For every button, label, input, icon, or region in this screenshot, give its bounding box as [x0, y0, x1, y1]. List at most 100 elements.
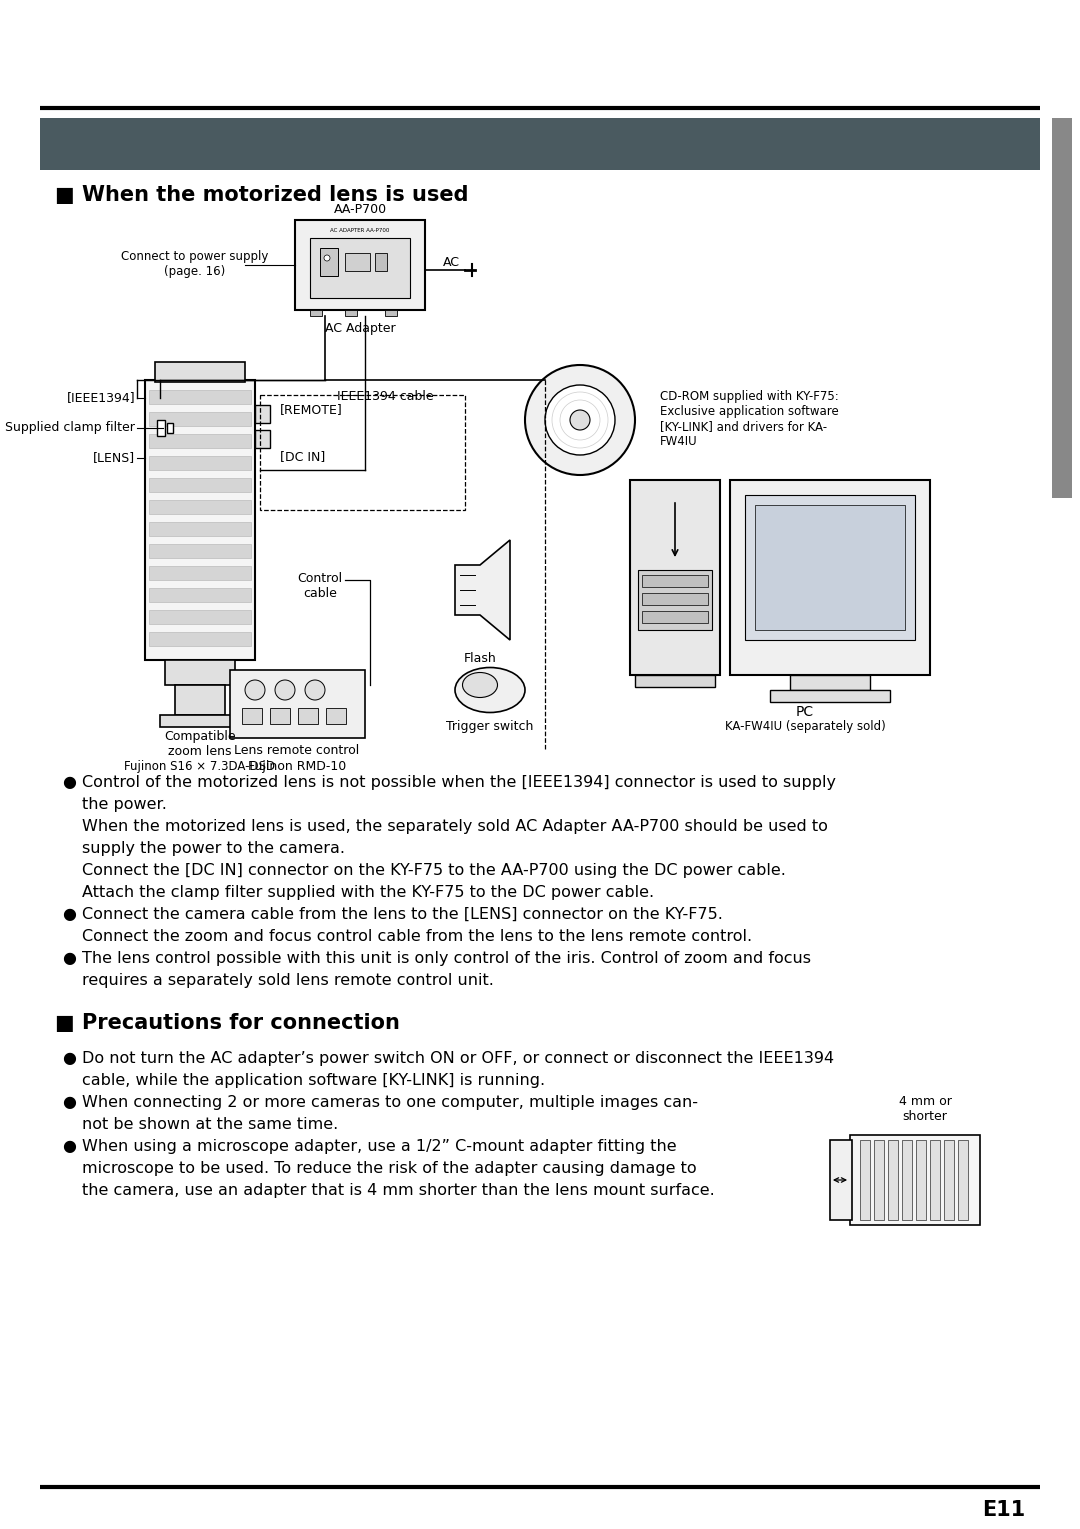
Bar [638, 570, 712, 630]
Bar [156, 362, 245, 382]
Bar [730, 480, 930, 674]
Bar [375, 252, 387, 271]
Bar [160, 716, 240, 726]
Text: Fujinon RMD-10: Fujinon RMD-10 [248, 760, 346, 774]
Bar [916, 1141, 926, 1220]
Text: supply the power to the camera.: supply the power to the camera. [82, 841, 345, 856]
Text: Compatible
zoom lens: Compatible zoom lens [164, 729, 235, 758]
Text: the camera, use an adapter that is 4 mm shorter than the lens mount surface.: the camera, use an adapter that is 4 mm … [82, 1183, 715, 1199]
Bar [635, 674, 715, 687]
Text: AC ADAPTER AA-P700: AC ADAPTER AA-P700 [330, 228, 390, 232]
Bar [1052, 118, 1072, 498]
Text: Do not turn the AC adapter’s power switch ON or OFF, or connect or disconnect th: Do not turn the AC adapter’s power switc… [82, 1050, 834, 1066]
Bar [902, 1141, 912, 1220]
Bar [874, 1141, 885, 1220]
Text: Supplied clamp filter: Supplied clamp filter [5, 422, 135, 434]
Text: the power.: the power. [82, 797, 167, 812]
Bar [310, 310, 322, 317]
Text: microscope to be used. To reduce the risk of the adapter causing damage to: microscope to be used. To reduce the ris… [82, 1161, 697, 1176]
Text: When the motorized lens is used, the separately sold AC Adapter AA-P700 should b: When the motorized lens is used, the sep… [82, 820, 828, 833]
Text: When connecting 2 or more cameras to one computer, multiple images can-: When connecting 2 or more cameras to one… [82, 1095, 698, 1110]
Bar [149, 434, 251, 448]
Text: Connect the [DC IN] connector on the KY-F75 to the AA-P700 using the DC power ca: Connect the [DC IN] connector on the KY-… [82, 862, 786, 878]
Text: ●: ● [62, 951, 76, 966]
Bar [149, 589, 251, 602]
Text: ●: ● [62, 1139, 76, 1154]
Bar [230, 670, 365, 739]
Text: IEEE1394 cable: IEEE1394 cable [337, 390, 433, 404]
Circle shape [570, 410, 590, 430]
Text: KA-FW4IU (separately sold): KA-FW4IU (separately sold) [725, 720, 886, 732]
Text: ●: ● [62, 1095, 76, 1110]
Text: CD-ROM supplied with KY-F75:
Exclusive application software
[KY-LINK] and driver: CD-ROM supplied with KY-F75: Exclusive a… [660, 390, 839, 448]
Text: The lens control possible with this unit is only control of the iris. Control of: The lens control possible with this unit… [82, 951, 811, 966]
Text: Connect the camera cable from the lens to the [LENS] connector on the KY-F75.: Connect the camera cable from the lens t… [82, 907, 723, 922]
Bar [270, 708, 291, 725]
Bar [149, 631, 251, 645]
Bar [298, 708, 318, 725]
Polygon shape [455, 540, 510, 641]
Bar [145, 381, 255, 661]
Bar [149, 456, 251, 469]
Text: ■ When the motorized lens is used: ■ When the motorized lens is used [55, 185, 469, 205]
Text: Flash: Flash [463, 651, 497, 665]
Circle shape [245, 680, 265, 700]
Bar [944, 1141, 954, 1220]
Text: [DC IN]: [DC IN] [280, 450, 325, 463]
Bar [888, 1141, 897, 1220]
Bar [149, 479, 251, 492]
Text: ●: ● [62, 1050, 76, 1066]
Text: ●: ● [62, 907, 76, 922]
Text: When using a microscope adapter, use a 1/2” C-mount adapter fitting the: When using a microscope adapter, use a 1… [82, 1139, 677, 1154]
Bar [149, 411, 251, 427]
Ellipse shape [462, 673, 498, 697]
Text: Attach the clamp filter supplied with the KY-F75 to the DC power cable.: Attach the clamp filter supplied with th… [82, 885, 654, 901]
Text: PC: PC [796, 705, 814, 719]
Text: [IEEE1394]: [IEEE1394] [66, 391, 135, 405]
Bar [345, 310, 357, 317]
Bar [642, 593, 708, 605]
Bar [930, 1141, 940, 1220]
Text: requires a separately sold lens remote control unit.: requires a separately sold lens remote c… [82, 972, 494, 988]
Bar [642, 612, 708, 622]
Bar [149, 566, 251, 579]
Bar [157, 420, 165, 436]
Bar [642, 575, 708, 587]
Bar [850, 1135, 980, 1225]
Text: Trigger switch: Trigger switch [446, 720, 534, 732]
Text: Control of the motorized lens is not possible when the [IEEE1394] connector is u: Control of the motorized lens is not pos… [82, 775, 836, 790]
Bar [860, 1141, 870, 1220]
Bar [745, 495, 915, 641]
Text: 4 mm or
shorter: 4 mm or shorter [899, 1095, 951, 1122]
Text: Fujinon S16 × 7.3DA-DSD: Fujinon S16 × 7.3DA-DSD [124, 760, 275, 774]
Bar [242, 708, 262, 725]
Text: E11: E11 [982, 1500, 1025, 1520]
Bar [175, 685, 225, 716]
Circle shape [275, 680, 295, 700]
Bar [320, 248, 338, 277]
Text: ■ Precautions for connection: ■ Precautions for connection [55, 1014, 400, 1034]
Bar [149, 544, 251, 558]
Bar [149, 500, 251, 514]
Text: cable, while the application software [KY-LINK] is running.: cable, while the application software [K… [82, 1073, 545, 1089]
Text: Connect to power supply
(page. 16): Connect to power supply (page. 16) [121, 251, 269, 278]
Bar [149, 521, 251, 537]
Ellipse shape [455, 668, 525, 713]
Text: AC Adapter: AC Adapter [325, 323, 395, 335]
Bar [255, 430, 270, 448]
Circle shape [525, 365, 635, 476]
Text: AA-P700: AA-P700 [334, 203, 387, 216]
Text: not be shown at the same time.: not be shown at the same time. [82, 1118, 338, 1131]
Text: Control
cable: Control cable [297, 572, 342, 599]
Text: ●: ● [62, 775, 76, 790]
Text: [LENS]: [LENS] [93, 451, 135, 465]
Bar [310, 239, 410, 298]
Bar [770, 690, 890, 702]
Bar [384, 310, 397, 317]
Bar [167, 424, 173, 433]
Bar [326, 708, 346, 725]
Text: AC: AC [443, 255, 460, 269]
Bar [831, 1141, 852, 1220]
Bar [630, 480, 720, 674]
Text: Connect the zoom and focus control cable from the lens to the lens remote contro: Connect the zoom and focus control cable… [82, 930, 752, 943]
